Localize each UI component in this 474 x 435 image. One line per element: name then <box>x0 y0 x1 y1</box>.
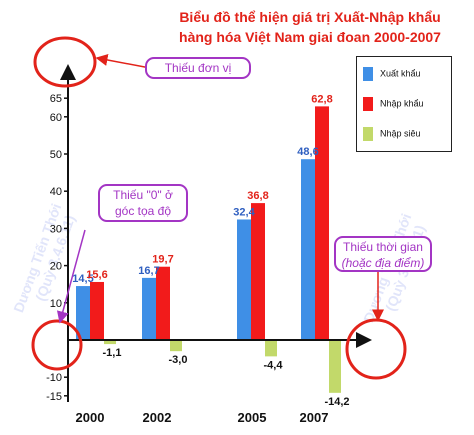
bar-import-2007 <box>315 106 329 340</box>
data-label-export-2000: 14,5 <box>72 273 93 285</box>
legend-item-balance: Nhập siêu <box>363 127 421 141</box>
missing-time-circle <box>345 318 407 380</box>
legend-swatch-export <box>363 67 373 81</box>
y-tick-label-10: 10 <box>50 298 62 310</box>
chart-title-line-1: Biểu đồ thể hiện giá trị Xuất-Nhập khẩu <box>179 9 441 25</box>
data-label-import-2007: 62,8 <box>311 93 332 105</box>
bar-export-2000 <box>76 286 90 340</box>
y-tick-label-40: 40 <box>50 186 62 198</box>
y-tick-label--15: -15 <box>46 391 62 403</box>
x-tick-2000: 2000 <box>75 410 105 425</box>
missing-origin-text-1: Thiếu "0" ở <box>113 188 173 202</box>
legend-swatch-import <box>363 97 373 111</box>
y-tick-label-60: 60 <box>50 112 62 124</box>
missing-time-note: Thiếu thời gian (hoặc địa điểm) <box>334 236 432 272</box>
y-tick-label-30: 30 <box>50 223 62 235</box>
data-label-import-2002: 19,7 <box>152 254 173 266</box>
bar-balance-2005 <box>265 340 277 357</box>
bar-balance-2007 <box>329 340 341 393</box>
legend-item-export: Xuất khẩu <box>363 67 421 81</box>
missing-unit-circle <box>33 36 97 88</box>
missing-unit-note: Thiếu đơn vị <box>145 57 251 79</box>
data-label-balance-2005: -4,4 <box>264 359 284 371</box>
missing-unit-text: Thiếu đơn vị <box>164 61 232 75</box>
data-label-export-2002: 16,7 <box>138 265 159 277</box>
axes-layer: 65 60 50 40 30 20 10 -10 -15 <box>46 64 372 403</box>
missing-origin-circle <box>31 319 83 371</box>
data-label-import-2000: 15,6 <box>86 269 107 281</box>
chart-legend: Xuất khẩu Nhập khẩu Nhập siêu <box>356 56 452 152</box>
legend-label-import: Nhập khẩu <box>380 98 424 109</box>
legend-label-balance: Nhập siêu <box>380 128 421 139</box>
y-tick-label-65: 65 <box>50 93 62 105</box>
legend-item-import: Nhập khẩu <box>363 97 424 111</box>
bar-export-2007 <box>301 159 315 340</box>
unit-arrow <box>95 54 151 69</box>
legend-label-export: Xuất khẩu <box>380 68 421 79</box>
bar-export-2002 <box>142 277 156 340</box>
bar-balance-2000 <box>104 340 116 345</box>
missing-origin-note: Thiếu "0" ở góc tọa độ <box>98 184 188 222</box>
data-label-export-2005: 32,4 <box>233 206 255 218</box>
data-label-export-2007: 48,6 <box>297 146 318 158</box>
origin-arrow <box>56 229 86 324</box>
data-label-balance-2000: -1,1 <box>103 347 122 359</box>
y-tick-label-50: 50 <box>50 149 62 161</box>
y-tick-label--10: -10 <box>46 372 62 384</box>
bar-import-2002 <box>156 266 170 340</box>
bar-balance-2002 <box>170 340 182 352</box>
missing-origin-text-2: góc tọa độ <box>114 204 172 218</box>
chart-title-line-2: hàng hóa Việt Nam giai đoan 2000-2007 <box>179 29 441 45</box>
data-label-import-2005: 36,8 <box>247 190 268 202</box>
missing-time-text-1: Thiếu thời gian <box>343 240 423 254</box>
y-tick-label-20: 20 <box>50 261 62 273</box>
x-tick-2007: 2007 <box>299 410 329 425</box>
bar-import-2000 <box>90 281 104 340</box>
legend-swatch-balance <box>363 127 373 141</box>
bar-export-2005 <box>237 219 251 340</box>
missing-time-text-2: (hoặc địa điểm) <box>341 256 425 270</box>
data-label-balance-2007: -14,2 <box>324 396 349 408</box>
x-tick-2002: 2002 <box>142 410 172 425</box>
bar-import-2005 <box>251 203 265 340</box>
x-tick-2005: 2005 <box>237 410 267 425</box>
labels-layer: 14,515,6 -1,1 16,719,7 -3,0 32,4 36,8 -4,4 48,6… <box>72 93 349 407</box>
bars-layer <box>76 106 341 393</box>
data-label-balance-2002: -3,0 <box>169 354 188 366</box>
